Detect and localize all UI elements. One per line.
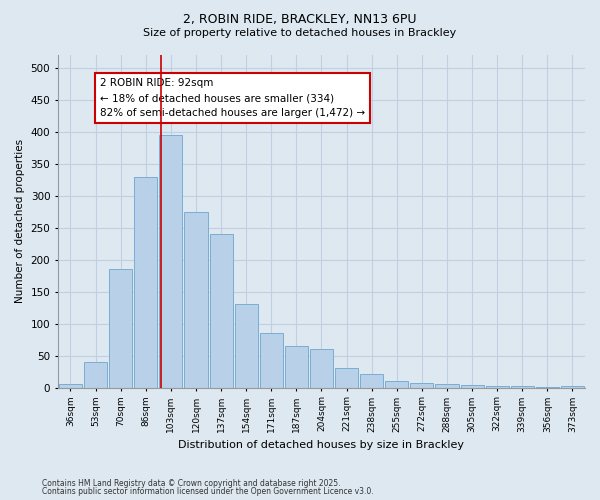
Bar bbox=[561, 386, 584, 388]
Bar bbox=[160, 135, 182, 388]
Text: Contains public sector information licensed under the Open Government Licence v3: Contains public sector information licen… bbox=[42, 487, 374, 496]
X-axis label: Distribution of detached houses by size in Brackley: Distribution of detached houses by size … bbox=[178, 440, 464, 450]
Bar bbox=[84, 362, 107, 388]
Bar bbox=[461, 385, 484, 388]
Bar bbox=[109, 270, 132, 388]
Bar bbox=[134, 176, 157, 388]
Bar bbox=[209, 234, 233, 388]
Bar bbox=[385, 382, 409, 388]
Bar bbox=[184, 212, 208, 388]
Bar bbox=[285, 346, 308, 388]
Bar bbox=[235, 304, 258, 388]
Text: Size of property relative to detached houses in Brackley: Size of property relative to detached ho… bbox=[143, 28, 457, 38]
Text: 2 ROBIN RIDE: 92sqm
← 18% of detached houses are smaller (334)
82% of semi-detac: 2 ROBIN RIDE: 92sqm ← 18% of detached ho… bbox=[100, 78, 365, 118]
Bar bbox=[511, 386, 534, 388]
Bar bbox=[310, 350, 333, 388]
Bar bbox=[436, 384, 458, 388]
Text: Contains HM Land Registry data © Crown copyright and database right 2025.: Contains HM Land Registry data © Crown c… bbox=[42, 478, 341, 488]
Bar bbox=[536, 387, 559, 388]
Bar bbox=[59, 384, 82, 388]
Y-axis label: Number of detached properties: Number of detached properties bbox=[15, 140, 25, 304]
Bar bbox=[410, 382, 433, 388]
Bar bbox=[260, 334, 283, 388]
Bar bbox=[485, 386, 509, 388]
Bar bbox=[360, 374, 383, 388]
Bar bbox=[335, 368, 358, 388]
Text: 2, ROBIN RIDE, BRACKLEY, NN13 6PU: 2, ROBIN RIDE, BRACKLEY, NN13 6PU bbox=[183, 12, 417, 26]
